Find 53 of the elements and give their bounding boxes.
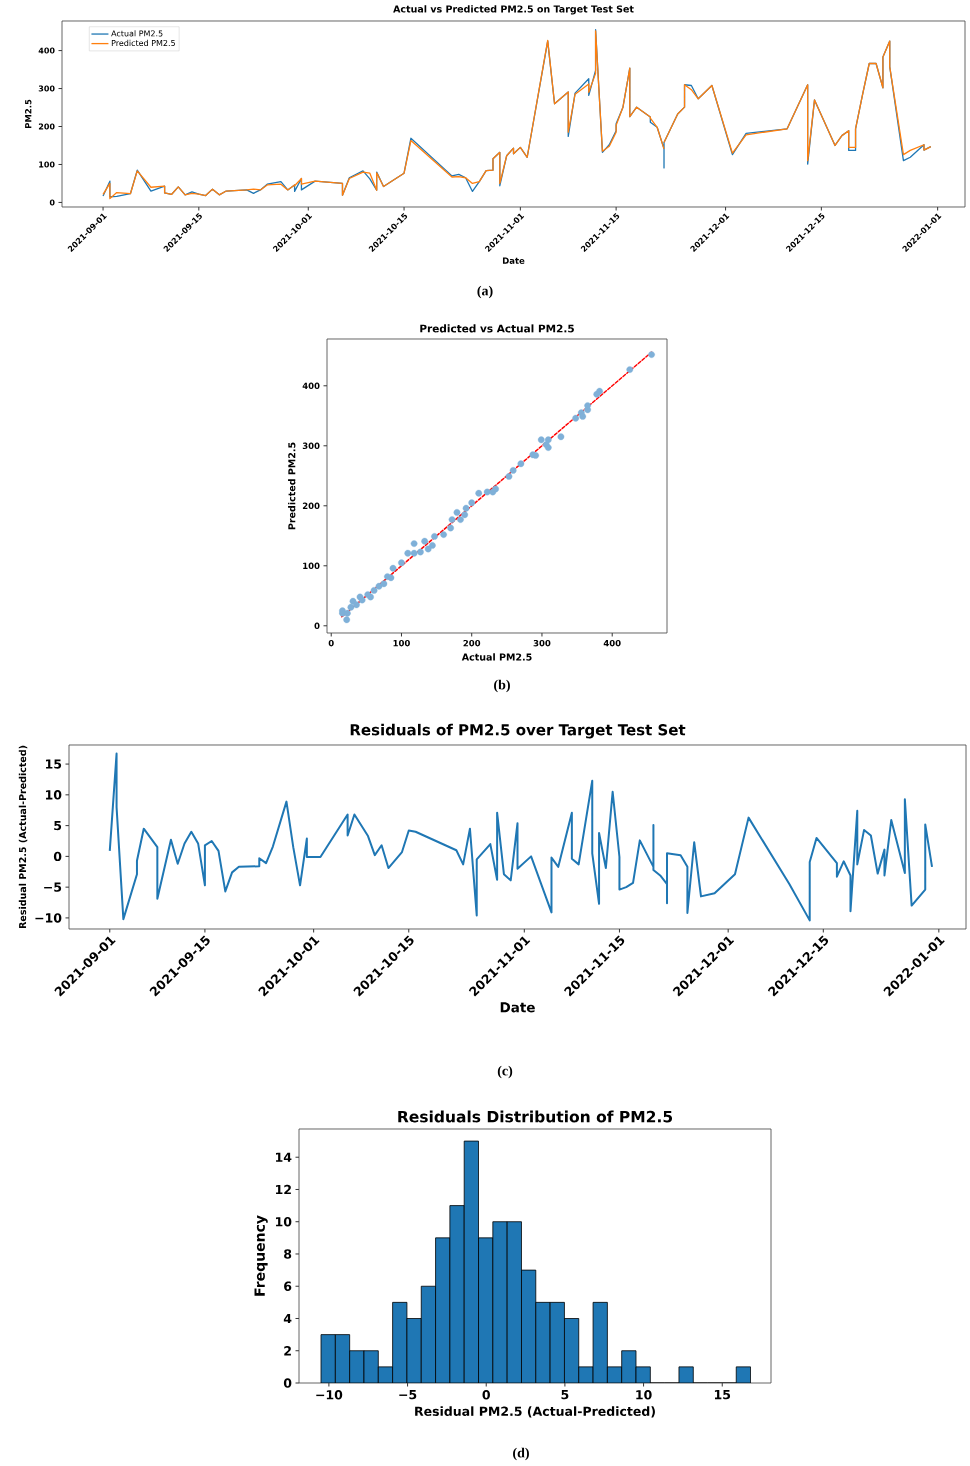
y-axis-title: Residual PM2.5 (Actual-Predicted) xyxy=(18,745,28,929)
y-tick-label: −5 xyxy=(44,882,62,892)
y-tick-label: 0 xyxy=(53,851,62,862)
x-tick-label: 15 xyxy=(714,1390,731,1400)
x-tick-label: 400 xyxy=(603,640,621,647)
y-axis-title: Predicted PM2.5 xyxy=(288,442,296,530)
y-tick-label: 200 xyxy=(302,502,320,510)
text: (a) xyxy=(477,285,493,299)
legend-label: Actual PM2.5 xyxy=(111,30,163,37)
y-tick-label: 0 xyxy=(49,199,55,206)
y-tick-label: −10 xyxy=(35,913,62,923)
y-tick-label: 100 xyxy=(39,161,55,168)
y-tick-label: 10 xyxy=(45,790,62,800)
y-tick-label: 300 xyxy=(38,85,55,92)
x-tick-label: 0 xyxy=(328,640,334,647)
y-tick-label: 4 xyxy=(283,1313,292,1324)
x-tick-label: 0 xyxy=(482,1390,490,1400)
x-axis-title: Date xyxy=(502,257,525,264)
y-tick-label: 12 xyxy=(275,1184,291,1195)
x-tick-label: 300 xyxy=(533,640,551,647)
y-tick-label: 200 xyxy=(38,123,55,130)
y-axis-title: Frequency xyxy=(254,1215,268,1296)
chart-title: Actual vs Predicted PM2.5 on Target Test Set xyxy=(393,5,634,15)
y-tick-label: 6 xyxy=(284,1281,292,1291)
y-tick-label: 2 xyxy=(284,1346,291,1356)
y-axis-title: PM2.5 xyxy=(25,99,32,129)
chart-title: Residuals Distribution of PM2.5 xyxy=(398,1110,673,1123)
y-tick-label: 14 xyxy=(275,1152,292,1162)
x-tick-label: 5 xyxy=(561,1390,569,1400)
x-axis-title: Actual PM2.5 xyxy=(461,653,532,661)
x-tick-label: −10 xyxy=(316,1390,343,1400)
text: (c) xyxy=(497,1065,513,1079)
y-tick-label: 15 xyxy=(45,759,62,769)
y-tick-label: 400 xyxy=(302,382,320,390)
legend-label: Predicted PM2.5 xyxy=(111,39,175,46)
chart-title: Residuals of PM2.5 over Target Test Set xyxy=(350,723,686,739)
y-tick-label: 5 xyxy=(54,820,62,831)
y-tick-label: 10 xyxy=(275,1217,292,1227)
y-tick-label: 100 xyxy=(303,562,320,570)
y-tick-label: 8 xyxy=(284,1249,292,1259)
y-tick-label: 400 xyxy=(38,47,55,54)
x-axis-title: Residual PM2.5 (Actual-Predicted) xyxy=(415,1406,655,1418)
y-tick-label: 300 xyxy=(302,442,320,450)
text: (b) xyxy=(494,679,510,693)
x-tick-label: 100 xyxy=(393,640,410,647)
x-tick-label: 200 xyxy=(463,640,481,647)
chart-title: Predicted vs Actual PM2.5 xyxy=(420,324,574,333)
x-tick-label: −5 xyxy=(399,1390,417,1400)
y-tick-label: 0 xyxy=(283,1378,292,1388)
y-tick-label: 0 xyxy=(314,622,320,630)
x-axis-title: Date xyxy=(500,1002,535,1013)
x-tick-label: 10 xyxy=(636,1390,652,1400)
text: (d) xyxy=(513,1447,529,1461)
